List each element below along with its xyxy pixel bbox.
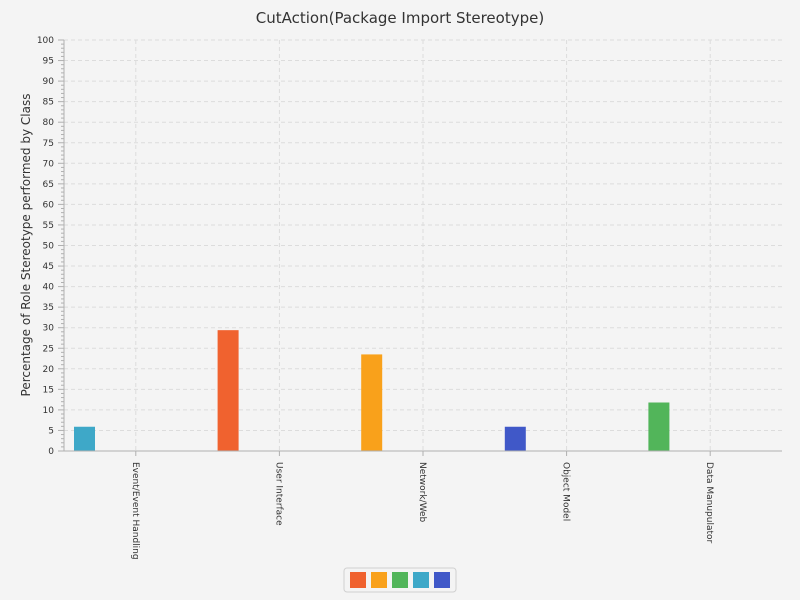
legend <box>343 567 457 593</box>
bar <box>74 426 95 451</box>
y-tick-label: 75 <box>43 139 54 149</box>
grid-lines <box>64 39 782 451</box>
y-tick-label: 100 <box>37 36 54 46</box>
y-tick-label: 30 <box>43 324 55 334</box>
y-tick-label: 90 <box>43 77 55 87</box>
y-tick-label: 25 <box>43 344 54 354</box>
y-tick-label: 85 <box>43 98 54 108</box>
y-tick-label: 35 <box>43 303 54 313</box>
y-tick-label: 20 <box>43 365 55 375</box>
bar <box>361 354 383 451</box>
y-axis-label: Percentage of Role Stereotype performed … <box>19 94 33 397</box>
x-tick-label: Object Model <box>561 462 571 521</box>
y-tick-label: 65 <box>43 180 54 190</box>
legend-swatch <box>371 572 387 588</box>
y-tick-label: 95 <box>43 57 54 67</box>
y-tick-label: 0 <box>48 447 54 457</box>
y-tick-label: 10 <box>43 406 55 416</box>
y-tick-label: 45 <box>43 262 54 272</box>
y-tick-label: 70 <box>43 159 55 169</box>
y-tick-label: 5 <box>48 426 54 436</box>
axes: 0 5 10 15 20 25 30 35 40 45 50 55 60 65 70 75 80 85 90 95 10… <box>37 36 782 560</box>
x-tick-label: Event/Event Handling <box>130 462 140 560</box>
bar <box>504 426 526 451</box>
legend-swatch <box>392 572 408 588</box>
x-tick-label: User Interface <box>273 462 283 526</box>
y-tick-label: 55 <box>43 221 54 231</box>
bar <box>648 402 670 451</box>
bar <box>217 330 239 451</box>
y-tick-label: 50 <box>43 242 55 252</box>
y-tick-label: 15 <box>43 385 54 395</box>
x-tick-label: Network/Web <box>417 462 427 523</box>
y-tick-label: 40 <box>43 283 55 293</box>
legend-swatch <box>413 572 429 588</box>
y-tick-label: 60 <box>43 200 55 210</box>
x-tick-label: Data Manupulator <box>704 462 714 544</box>
legend-swatch <box>350 572 366 588</box>
legend-swatch <box>434 572 450 588</box>
bars <box>74 330 670 451</box>
chart-title: CutAction(Package Import Stereotype) <box>256 9 544 27</box>
y-tick-label: 80 <box>43 118 55 128</box>
